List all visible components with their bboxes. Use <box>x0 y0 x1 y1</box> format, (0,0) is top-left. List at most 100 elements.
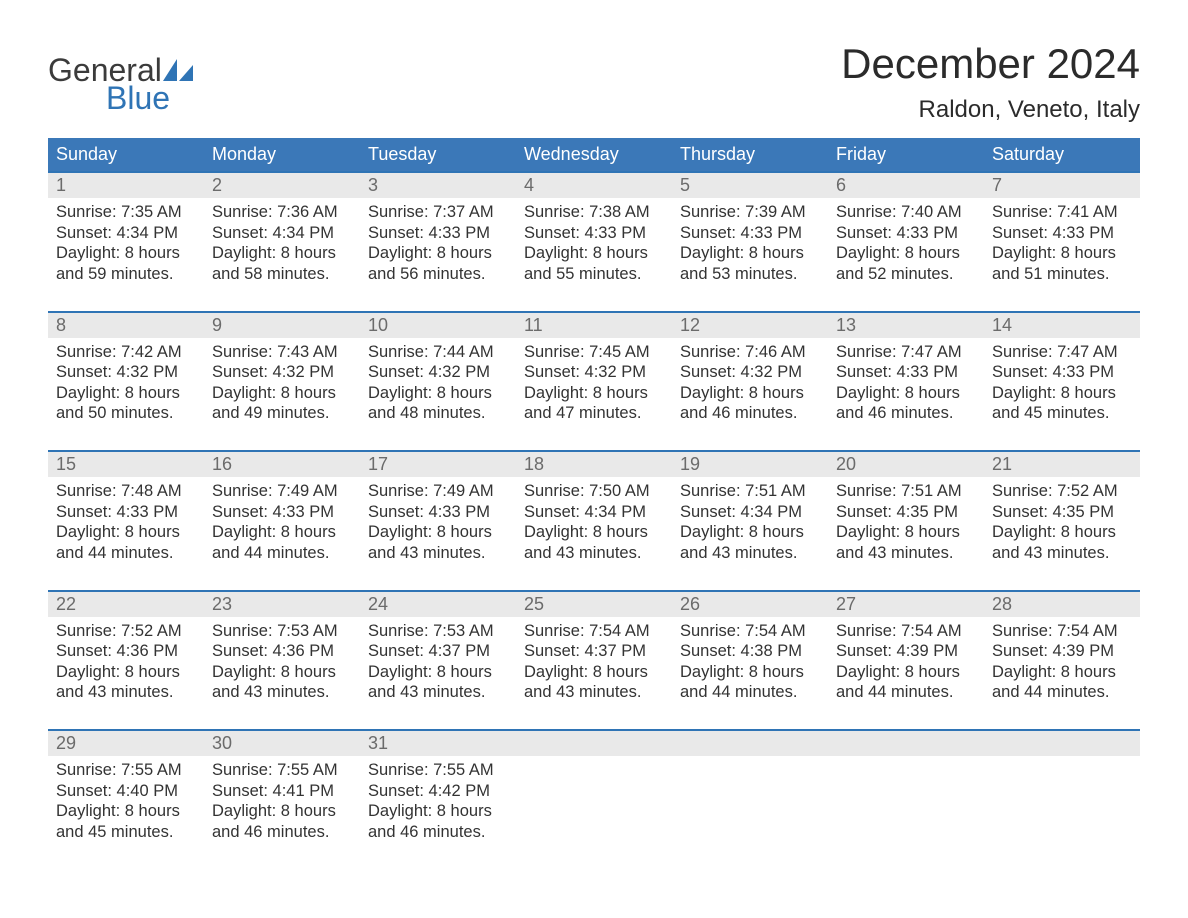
calendar: Sunday Monday Tuesday Wednesday Thursday… <box>48 138 1140 847</box>
daylight-text: and 43 minutes. <box>836 543 976 564</box>
daylight-text: Daylight: 8 hours <box>212 522 352 543</box>
sunset-text: Sunset: 4:36 PM <box>56 641 196 662</box>
daylight-text: Daylight: 8 hours <box>680 243 820 264</box>
sunset-text: Sunset: 4:32 PM <box>56 362 196 383</box>
day-cell <box>672 756 828 847</box>
sunrise-text: Sunrise: 7:44 AM <box>368 342 508 363</box>
daylight-text: Daylight: 8 hours <box>56 522 196 543</box>
daylight-text: and 58 minutes. <box>212 264 352 285</box>
calendar-week: 293031Sunrise: 7:55 AMSunset: 4:40 PMDay… <box>48 729 1140 847</box>
day-number: 16 <box>204 452 360 477</box>
day-number: 1 <box>48 173 204 198</box>
daylight-text: Daylight: 8 hours <box>368 383 508 404</box>
day-number: 27 <box>828 592 984 617</box>
sunset-text: Sunset: 4:33 PM <box>56 502 196 523</box>
sunrise-text: Sunrise: 7:39 AM <box>680 202 820 223</box>
day-cell: Sunrise: 7:43 AMSunset: 4:32 PMDaylight:… <box>204 338 360 429</box>
day-cell: Sunrise: 7:42 AMSunset: 4:32 PMDaylight:… <box>48 338 204 429</box>
sunrise-text: Sunrise: 7:49 AM <box>368 481 508 502</box>
logo-text-blue: Blue <box>48 82 193 114</box>
day-number: 19 <box>672 452 828 477</box>
day-number: 15 <box>48 452 204 477</box>
daylight-text: and 43 minutes. <box>680 543 820 564</box>
day-number-row: 15161718192021 <box>48 452 1140 477</box>
day-number: 6 <box>828 173 984 198</box>
sunrise-text: Sunrise: 7:40 AM <box>836 202 976 223</box>
daylight-text: Daylight: 8 hours <box>836 662 976 683</box>
daylight-text: Daylight: 8 hours <box>992 662 1132 683</box>
calendar-week: 22232425262728Sunrise: 7:52 AMSunset: 4:… <box>48 590 1140 708</box>
day-number: 17 <box>360 452 516 477</box>
day-header-wed: Wednesday <box>516 138 672 171</box>
sunset-text: Sunset: 4:32 PM <box>212 362 352 383</box>
daylight-text: and 45 minutes. <box>56 822 196 843</box>
daylight-text: Daylight: 8 hours <box>56 243 196 264</box>
sunset-text: Sunset: 4:35 PM <box>836 502 976 523</box>
daylight-text: and 53 minutes. <box>680 264 820 285</box>
sunset-text: Sunset: 4:42 PM <box>368 781 508 802</box>
sunset-text: Sunset: 4:32 PM <box>368 362 508 383</box>
daylight-text: and 52 minutes. <box>836 264 976 285</box>
sunset-text: Sunset: 4:38 PM <box>680 641 820 662</box>
sunrise-text: Sunrise: 7:41 AM <box>992 202 1132 223</box>
sunrise-text: Sunrise: 7:52 AM <box>56 621 196 642</box>
sunrise-text: Sunrise: 7:37 AM <box>368 202 508 223</box>
day-number <box>672 731 828 756</box>
daylight-text: and 43 minutes. <box>992 543 1132 564</box>
day-cell: Sunrise: 7:54 AMSunset: 4:38 PMDaylight:… <box>672 617 828 708</box>
daylight-text: and 44 minutes. <box>992 682 1132 703</box>
day-header-sat: Saturday <box>984 138 1140 171</box>
day-number: 28 <box>984 592 1140 617</box>
daylight-text: Daylight: 8 hours <box>368 522 508 543</box>
daylight-text: and 44 minutes. <box>212 543 352 564</box>
calendar-week: 15161718192021Sunrise: 7:48 AMSunset: 4:… <box>48 450 1140 568</box>
day-cell: Sunrise: 7:54 AMSunset: 4:39 PMDaylight:… <box>828 617 984 708</box>
day-number: 20 <box>828 452 984 477</box>
sunrise-text: Sunrise: 7:55 AM <box>212 760 352 781</box>
sunrise-text: Sunrise: 7:54 AM <box>992 621 1132 642</box>
sunset-text: Sunset: 4:41 PM <box>212 781 352 802</box>
sunset-text: Sunset: 4:40 PM <box>56 781 196 802</box>
day-cell: Sunrise: 7:53 AMSunset: 4:36 PMDaylight:… <box>204 617 360 708</box>
day-number-row: 293031 <box>48 731 1140 756</box>
daylight-text: Daylight: 8 hours <box>212 801 352 822</box>
calendar-day-header: Sunday Monday Tuesday Wednesday Thursday… <box>48 138 1140 171</box>
daylight-text: and 46 minutes. <box>680 403 820 424</box>
page-header: General Blue December 2024 Raldon, Venet… <box>48 40 1140 124</box>
day-cell: Sunrise: 7:47 AMSunset: 4:33 PMDaylight:… <box>828 338 984 429</box>
title-block: December 2024 Raldon, Veneto, Italy <box>841 40 1140 124</box>
sunset-text: Sunset: 4:33 PM <box>212 502 352 523</box>
sunset-text: Sunset: 4:39 PM <box>836 641 976 662</box>
weeks-container: 1234567Sunrise: 7:35 AMSunset: 4:34 PMDa… <box>48 171 1140 847</box>
daylight-text: Daylight: 8 hours <box>212 662 352 683</box>
day-cell: Sunrise: 7:50 AMSunset: 4:34 PMDaylight:… <box>516 477 672 568</box>
daylight-text: Daylight: 8 hours <box>992 383 1132 404</box>
sunset-text: Sunset: 4:33 PM <box>836 223 976 244</box>
day-number: 26 <box>672 592 828 617</box>
daylight-text: Daylight: 8 hours <box>56 801 196 822</box>
daylight-text: and 46 minutes. <box>836 403 976 424</box>
day-cell: Sunrise: 7:49 AMSunset: 4:33 PMDaylight:… <box>204 477 360 568</box>
day-number: 2 <box>204 173 360 198</box>
daylight-text: Daylight: 8 hours <box>56 662 196 683</box>
sunset-text: Sunset: 4:32 PM <box>524 362 664 383</box>
sunrise-text: Sunrise: 7:36 AM <box>212 202 352 223</box>
sunset-text: Sunset: 4:33 PM <box>368 502 508 523</box>
day-number <box>984 731 1140 756</box>
sunset-text: Sunset: 4:33 PM <box>368 223 508 244</box>
daylight-text: Daylight: 8 hours <box>992 243 1132 264</box>
day-cell: Sunrise: 7:54 AMSunset: 4:37 PMDaylight:… <box>516 617 672 708</box>
day-number: 13 <box>828 313 984 338</box>
day-number: 31 <box>360 731 516 756</box>
daylight-text: and 43 minutes. <box>524 682 664 703</box>
day-header-thu: Thursday <box>672 138 828 171</box>
day-number: 23 <box>204 592 360 617</box>
day-cell: Sunrise: 7:44 AMSunset: 4:32 PMDaylight:… <box>360 338 516 429</box>
daylight-text: and 50 minutes. <box>56 403 196 424</box>
sunrise-text: Sunrise: 7:54 AM <box>524 621 664 642</box>
sunrise-text: Sunrise: 7:43 AM <box>212 342 352 363</box>
sunset-text: Sunset: 4:37 PM <box>368 641 508 662</box>
day-cell: Sunrise: 7:46 AMSunset: 4:32 PMDaylight:… <box>672 338 828 429</box>
day-header-fri: Friday <box>828 138 984 171</box>
sunset-text: Sunset: 4:33 PM <box>992 223 1132 244</box>
